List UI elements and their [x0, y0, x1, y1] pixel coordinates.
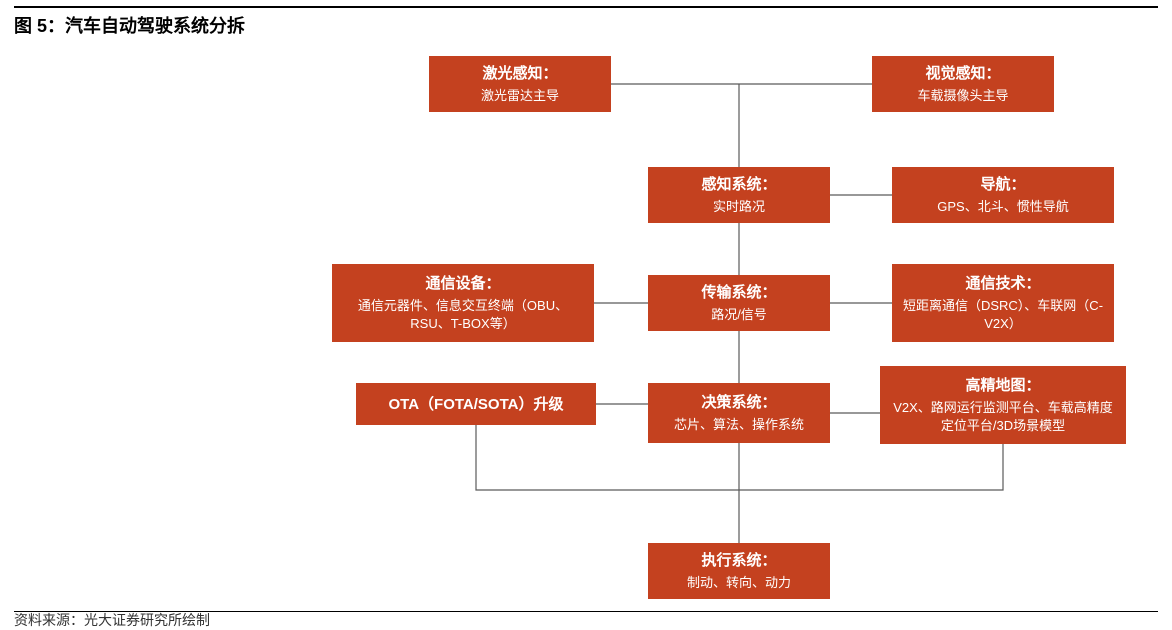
node-vision-subtitle: 车载摄像头主导	[917, 87, 1008, 105]
node-ota-label: OTA（FOTA/SOTA）升级	[389, 394, 564, 415]
edge-12	[739, 444, 1003, 490]
node-commdev: 通信设备： 通信元器件、信息交互终端（OBU、RSU、T-BOX等）	[332, 264, 594, 342]
node-hdmap: 高精地图： V2X、路网运行监测平台、车载高精度定位平台/3D场景模型	[880, 366, 1126, 444]
node-decision: 决策系统： 芯片、算法、操作系统	[648, 383, 830, 443]
node-perceive: 感知系统： 实时路况	[648, 167, 830, 223]
node-nav-title: 导航：	[980, 174, 1025, 195]
node-lidar-title: 激光感知：	[482, 63, 557, 84]
node-perceive-title: 感知系统：	[701, 174, 776, 195]
node-decision-subtitle: 芯片、算法、操作系统	[674, 416, 804, 434]
node-lidar: 激光感知： 激光雷达主导	[429, 56, 611, 112]
node-hdmap-subtitle: V2X、路网运行监测平台、车载高精度定位平台/3D场景模型	[888, 399, 1118, 435]
node-transport: 传输系统： 路况/信号	[648, 275, 830, 331]
node-exec-subtitle: 制动、转向、动力	[687, 574, 791, 592]
node-commdev-title: 通信设备：	[425, 273, 500, 294]
node-exec-title: 执行系统：	[701, 550, 776, 571]
footer-source: 资料来源：光大证券研究所绘制	[14, 610, 210, 630]
flowchart-diagram: 激光感知： 激光雷达主导 视觉感知： 车载摄像头主导感知系统： 实时路况 导航： GPS、北…	[0, 0, 1172, 626]
node-commtech: 通信技术： 短距离通信（DSRC）、车联网（C-V2X）	[892, 264, 1114, 342]
node-commtech-subtitle: 短距离通信（DSRC）、车联网（C-V2X）	[900, 297, 1106, 333]
node-ota: OTA（FOTA/SOTA）升级	[356, 383, 596, 425]
node-vision: 视觉感知： 车载摄像头主导	[872, 56, 1054, 112]
node-nav: 导航： GPS、北斗、惯性导航	[892, 167, 1114, 223]
node-exec: 执行系统： 制动、转向、动力	[648, 543, 830, 599]
node-commdev-subtitle: 通信元器件、信息交互终端（OBU、RSU、T-BOX等）	[340, 297, 586, 333]
node-hdmap-title: 高精地图：	[965, 375, 1040, 396]
node-commtech-title: 通信技术：	[965, 273, 1040, 294]
node-lidar-subtitle: 激光雷达主导	[481, 87, 559, 105]
node-transport-subtitle: 路况/信号	[711, 306, 767, 324]
node-perceive-subtitle: 实时路况	[713, 198, 765, 216]
node-nav-subtitle: GPS、北斗、惯性导航	[937, 198, 1068, 216]
node-decision-title: 决策系统：	[701, 392, 776, 413]
node-transport-title: 传输系统：	[701, 282, 776, 303]
node-vision-title: 视觉感知：	[925, 63, 1000, 84]
